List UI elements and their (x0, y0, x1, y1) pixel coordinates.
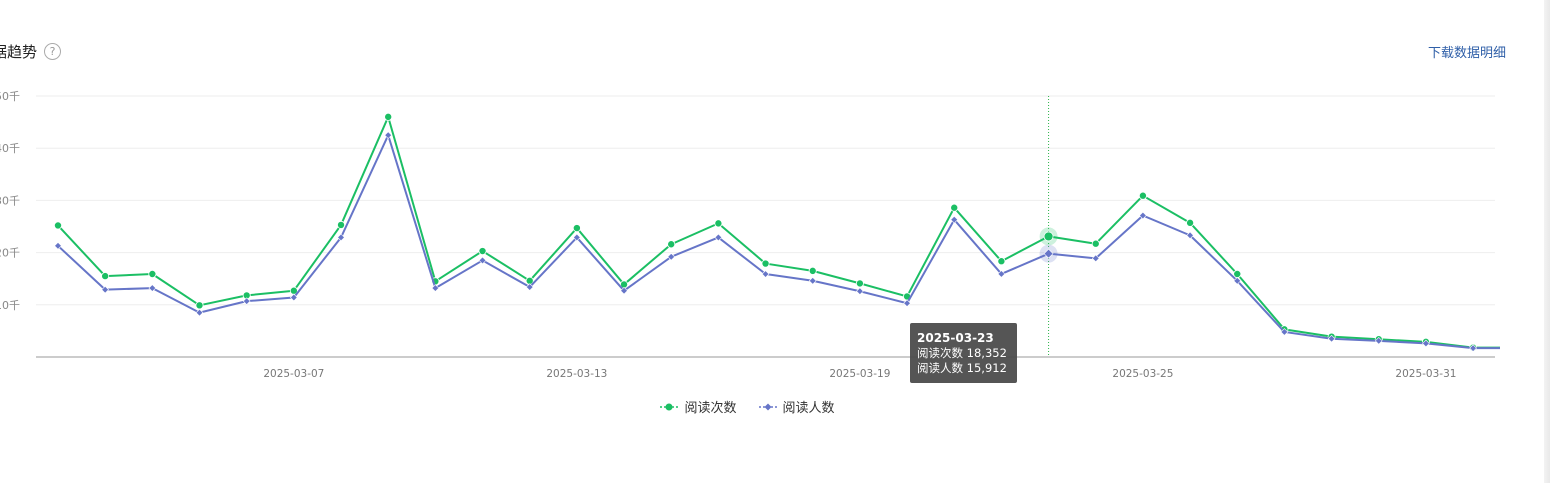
data-point[interactable] (384, 112, 393, 121)
data-point[interactable] (1233, 276, 1242, 285)
data-point[interactable] (290, 293, 298, 302)
y-tick-label: 40千 (0, 142, 20, 155)
data-point[interactable] (337, 233, 345, 242)
data-point[interactable] (1186, 218, 1195, 227)
data-point[interactable] (195, 308, 204, 317)
x-tick-label: 2025-03-31 (1395, 368, 1456, 380)
y-tick-label: 50千 (0, 90, 20, 103)
tooltip-date: 2025-03-23 (917, 331, 994, 345)
x-tick-label: 2025-03-19 (829, 368, 890, 380)
y-axis-ticks: 50千 40千 30千 20千 10千 (0, 90, 20, 312)
data-point[interactable] (950, 203, 959, 212)
y-tick-label: 30千 (0, 194, 20, 207)
data-point[interactable] (1091, 239, 1100, 248)
data-point[interactable] (478, 256, 487, 265)
data-point[interactable] (856, 287, 864, 296)
data-point[interactable] (1186, 231, 1194, 240)
data-point[interactable] (195, 301, 204, 310)
data-point[interactable] (1233, 270, 1242, 279)
legend-item-readers[interactable]: 阅读人数 (758, 397, 835, 416)
data-point[interactable] (808, 266, 817, 275)
data-point[interactable] (761, 259, 770, 268)
data-point[interactable] (808, 276, 817, 285)
data-point[interactable] (478, 247, 487, 256)
data-point[interactable] (1374, 336, 1383, 345)
series-line (57, 134, 1500, 350)
data-point[interactable] (54, 221, 63, 230)
data-point[interactable] (148, 284, 157, 292)
data-point[interactable] (1043, 248, 1054, 259)
series-line (57, 115, 1500, 349)
legend-label-reads: 阅读次数 (684, 401, 737, 416)
data-point[interactable] (1138, 191, 1147, 200)
data-point[interactable] (714, 233, 723, 242)
data-point[interactable] (997, 257, 1006, 266)
x-axis-ticks: 2025-03-07 2025-03-13 2025-03-19 2025-03-25… (263, 368, 1456, 380)
data-point[interactable] (667, 240, 676, 249)
data-point[interactable] (101, 272, 110, 281)
tooltip-reads: 阅读次数 18,352 (917, 346, 1007, 360)
series-2[interactable] (54, 131, 1500, 352)
data-point[interactable] (714, 219, 723, 228)
data-point[interactable] (620, 286, 628, 295)
trend-line-chart: 50千40千30千20千10千 2025-03-072025-03-132025… (0, 90, 1500, 380)
chart-title-text: 据趋势 (0, 43, 38, 61)
y-tick-label: 10千 (0, 299, 20, 312)
help-icon[interactable]: ? (44, 43, 62, 60)
data-point[interactable] (1469, 344, 1477, 352)
series-lines[interactable] (54, 112, 1500, 352)
data-point[interactable] (1327, 334, 1336, 343)
legend-diamond-icon (758, 403, 777, 410)
data-point[interactable] (1139, 211, 1147, 220)
data-point[interactable] (431, 284, 440, 292)
scrollbar-track[interactable] (1544, 0, 1550, 483)
data-point[interactable] (1422, 339, 1430, 348)
data-point[interactable] (855, 279, 864, 288)
data-point[interactable] (1280, 328, 1289, 336)
x-tick-label: 2025-03-07 (263, 368, 324, 380)
data-point[interactable] (525, 283, 534, 291)
legend-item-reads[interactable]: 阅读次数 (660, 397, 737, 416)
data-point[interactable] (54, 241, 62, 250)
data-tooltip: 2025-03-23 阅读次数 18,352 阅读人数 15,912 (910, 323, 1017, 383)
x-tick-label: 2025-03-13 (546, 368, 607, 380)
data-point[interactable] (101, 285, 109, 294)
download-details-link[interactable]: 下载数据明细 (1427, 46, 1506, 61)
data-point[interactable] (573, 233, 581, 242)
chart-title: 据趋势 ? (0, 41, 62, 62)
data-point[interactable] (572, 224, 581, 233)
data-point[interactable] (667, 252, 676, 261)
data-point[interactable] (761, 270, 770, 278)
data-point[interactable] (148, 270, 157, 279)
data-point[interactable] (950, 215, 959, 224)
data-point[interactable] (1091, 254, 1100, 263)
data-point[interactable] (337, 220, 346, 229)
data-point[interactable] (384, 131, 393, 139)
data-point[interactable] (242, 297, 251, 305)
chart-legend: 阅读次数 阅读人数 (0, 397, 1495, 416)
grid-lines (36, 95, 1495, 306)
x-tick-label: 2025-03-25 (1112, 368, 1173, 380)
legend-circle-icon (660, 403, 679, 410)
legend-label-readers: 阅读人数 (782, 401, 835, 416)
tooltip-readers: 阅读人数 15,912 (917, 361, 1007, 375)
y-tick-label: 20千 (0, 247, 20, 260)
series-1[interactable] (54, 112, 1500, 352)
data-point[interactable] (1043, 231, 1054, 242)
data-point[interactable] (903, 299, 911, 308)
data-point[interactable] (997, 270, 1006, 278)
